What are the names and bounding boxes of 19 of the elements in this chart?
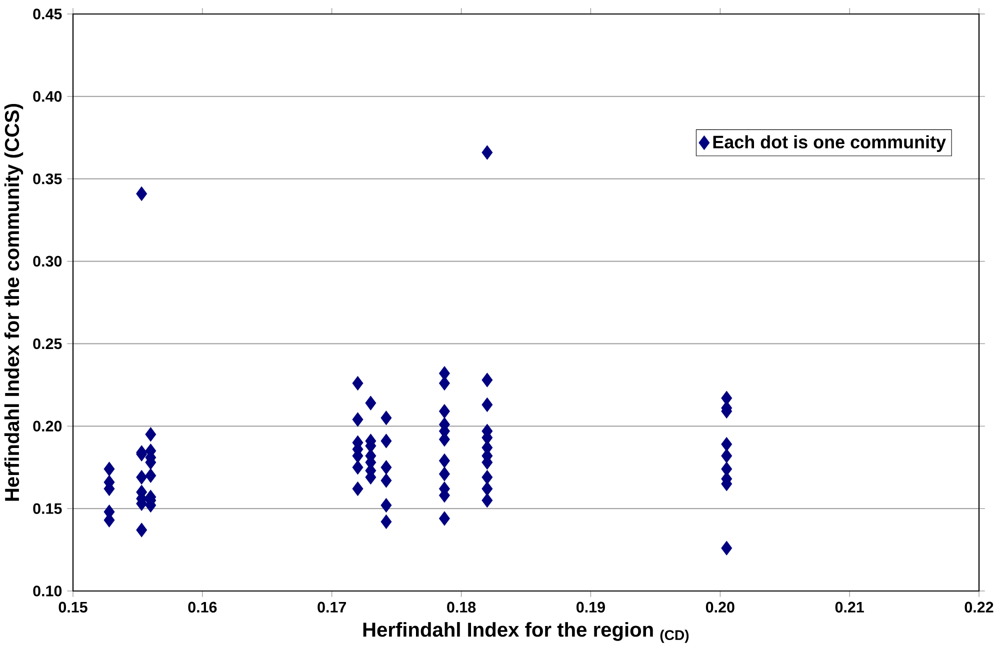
y-tick-label: 0.45: [33, 8, 62, 20]
x-tick-label: 0.18: [447, 602, 476, 613]
y-tick-label: 0.20: [33, 420, 62, 432]
y-tick-label: 0.40: [33, 91, 62, 102]
y-tick-label: 0.15: [33, 503, 62, 514]
y-tick-label: 0.35: [33, 173, 62, 184]
y-tick-label: 0.25: [33, 338, 62, 350]
x-tick-label: 0.19: [576, 602, 605, 613]
x-tick-label: 0.17: [318, 602, 346, 613]
y-tick-label: 0.30: [33, 256, 62, 267]
x-tick-label: 0.16: [188, 602, 217, 613]
x-tick-label: 0.20: [706, 602, 734, 613]
x-tick-label: 0.22: [964, 602, 994, 613]
x-axis-title: Herfindahl Index for the region $_{(CD)}$: [363, 622, 689, 643]
legend-label: Each dot is one community: [713, 135, 946, 152]
x-tick-label: 0.21: [835, 602, 864, 613]
y-axis-title: Herfindahl Index for the community (CCS): [4, 104, 24, 501]
x-tick-label: 0.15: [58, 602, 88, 613]
y-tick-label: 0.10: [33, 586, 62, 596]
